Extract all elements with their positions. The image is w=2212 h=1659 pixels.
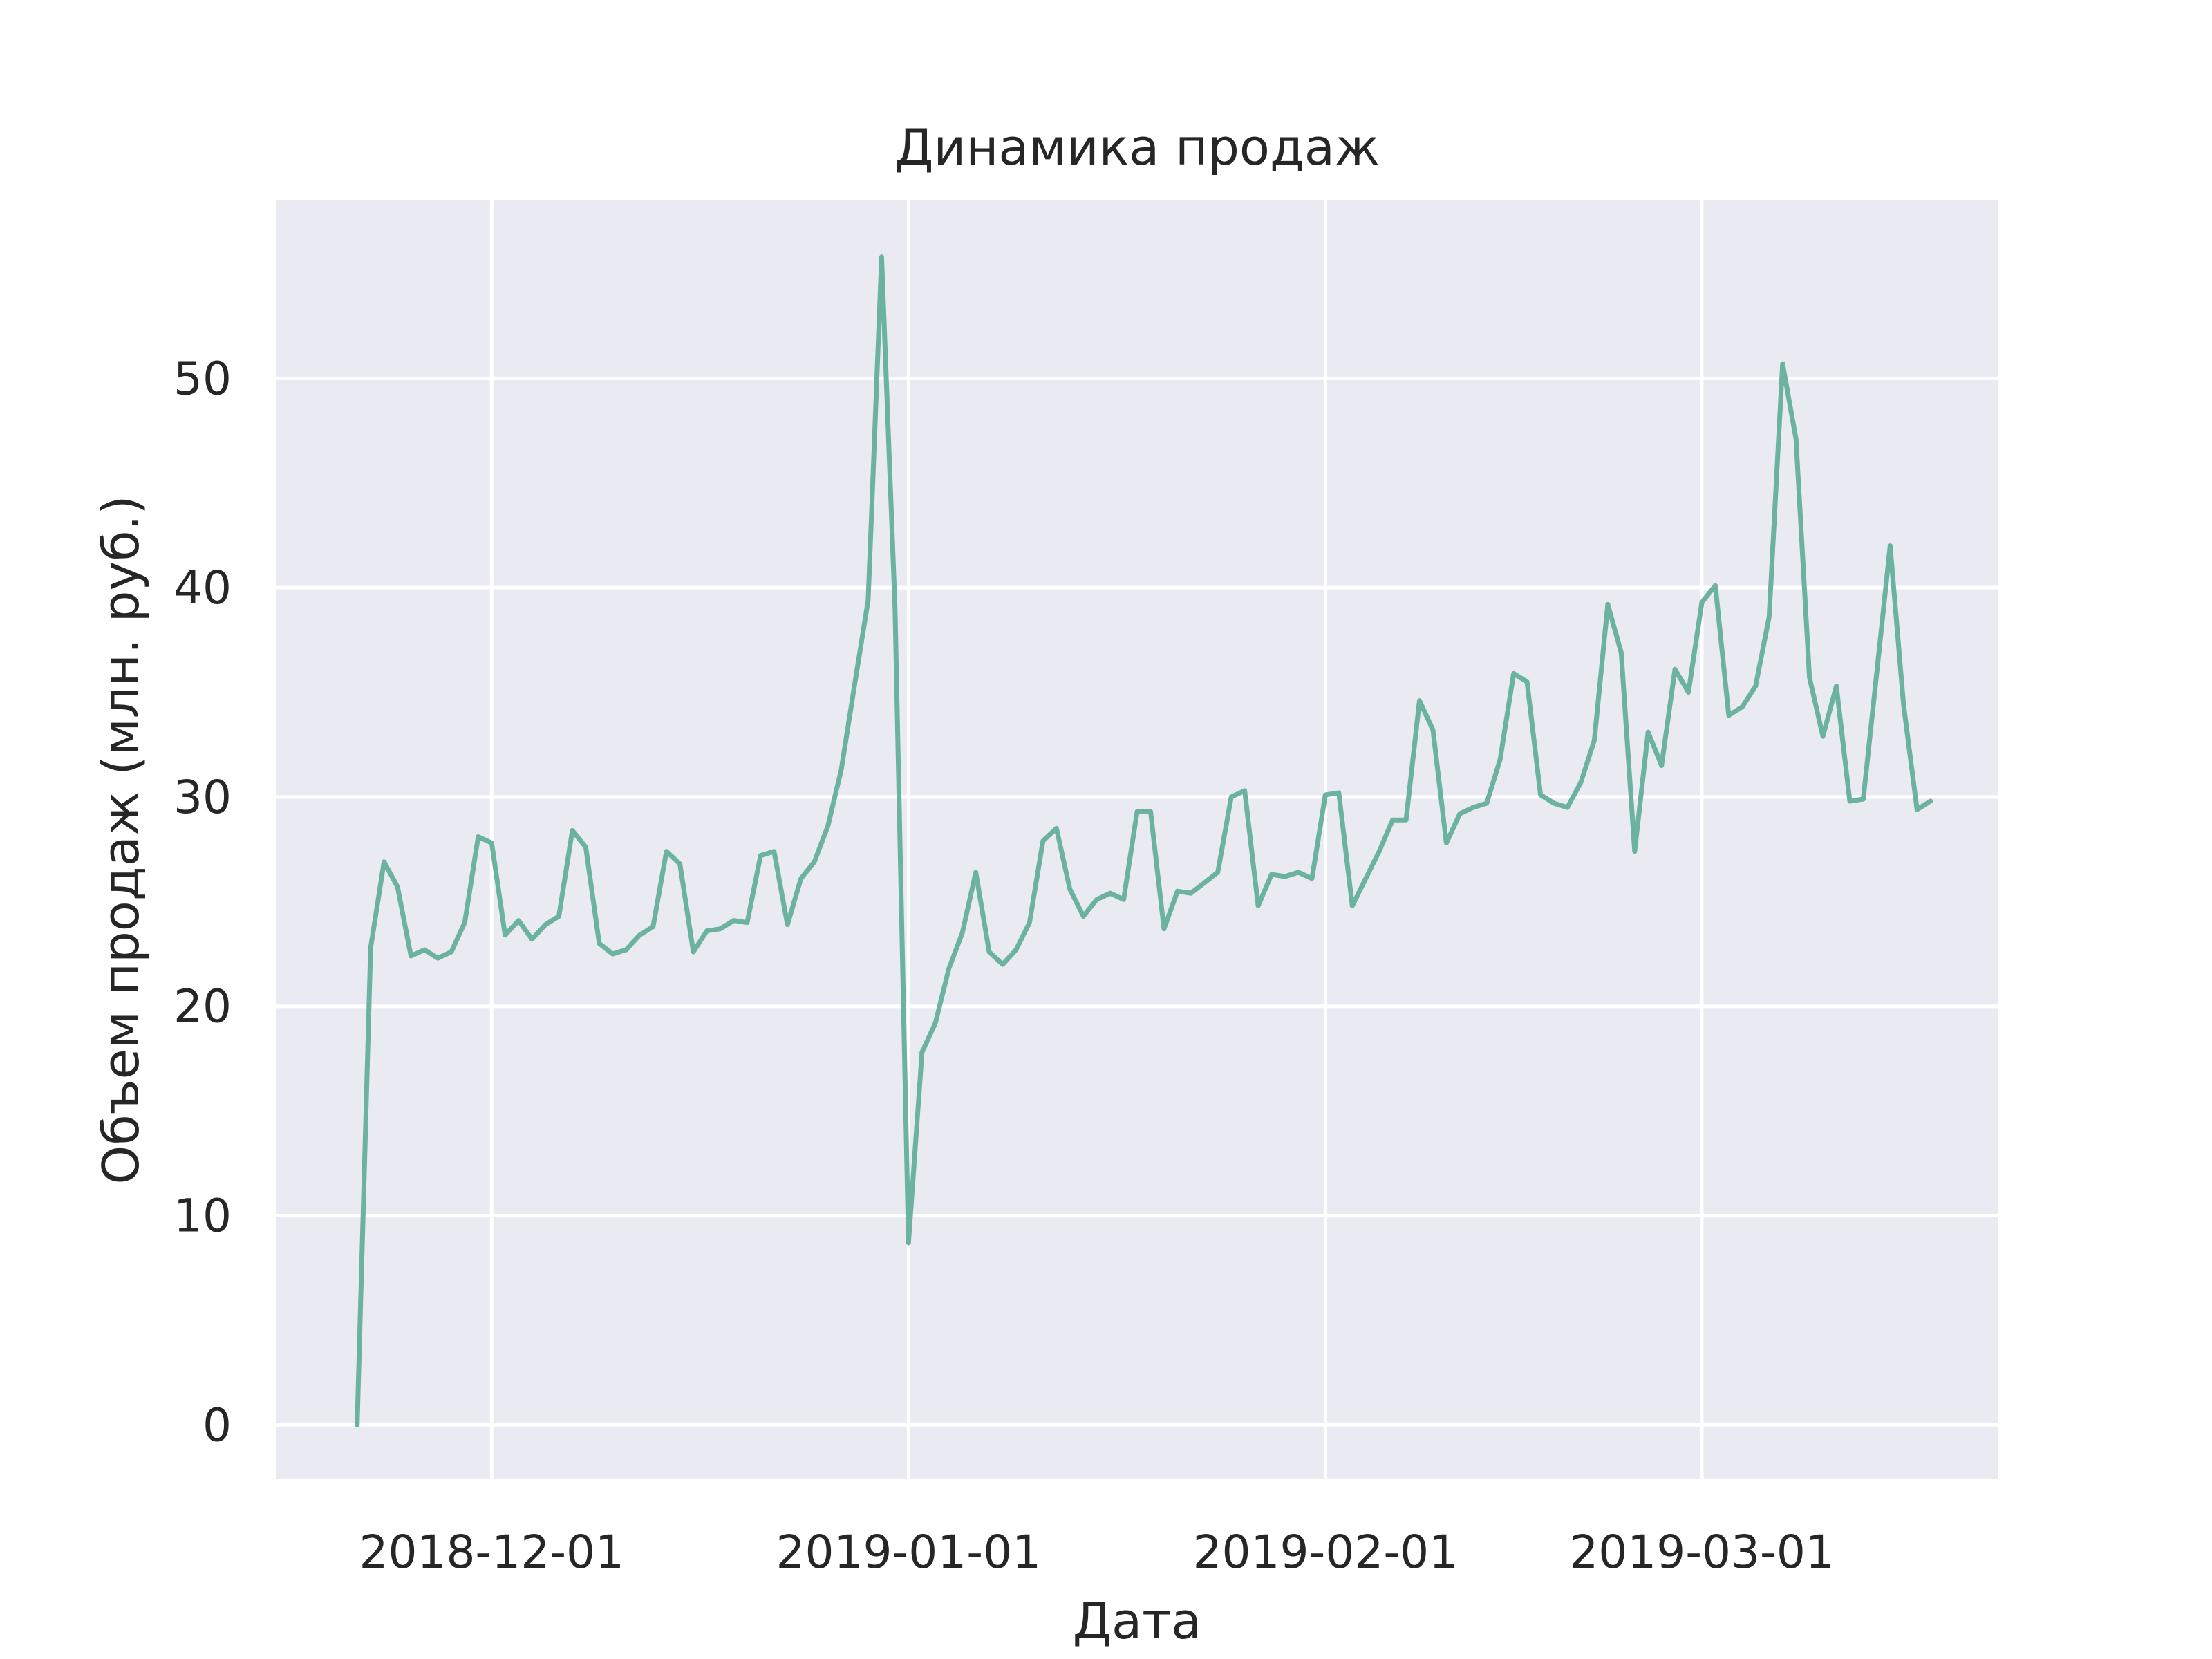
x-tick-label: 2019-03-01 xyxy=(1569,1526,1835,1579)
y-tick-label: 0 xyxy=(203,1398,232,1452)
x-tick-label: 2018-12-01 xyxy=(359,1526,624,1579)
y-tick-label: 40 xyxy=(174,561,232,615)
x-tick-label: 2019-02-01 xyxy=(1193,1526,1459,1579)
x-tick-label: 2019-01-01 xyxy=(776,1526,1042,1579)
series-layer xyxy=(355,254,1933,1427)
y-axis-label: Объем продаж (млн. руб.) xyxy=(92,496,150,1185)
series-line xyxy=(355,254,1933,1427)
y-tick-label: 30 xyxy=(174,771,232,824)
x-axis-label: Дата xyxy=(1073,1592,1201,1650)
y-tick-label: 50 xyxy=(174,352,232,405)
y-tick-label: 10 xyxy=(174,1189,232,1242)
chart-title: Динамика продаж xyxy=(894,118,1379,176)
y-tick-label: 20 xyxy=(174,980,232,1033)
x-gridlines xyxy=(489,200,1704,1479)
x-tick-labels: 2018-12-01 2019-01-01 2019-02-01 2019-03-01 xyxy=(359,1526,1834,1579)
plot-area xyxy=(276,200,1998,1479)
y-tick-labels: 0 10 20 30 40 50 xyxy=(174,352,232,1452)
